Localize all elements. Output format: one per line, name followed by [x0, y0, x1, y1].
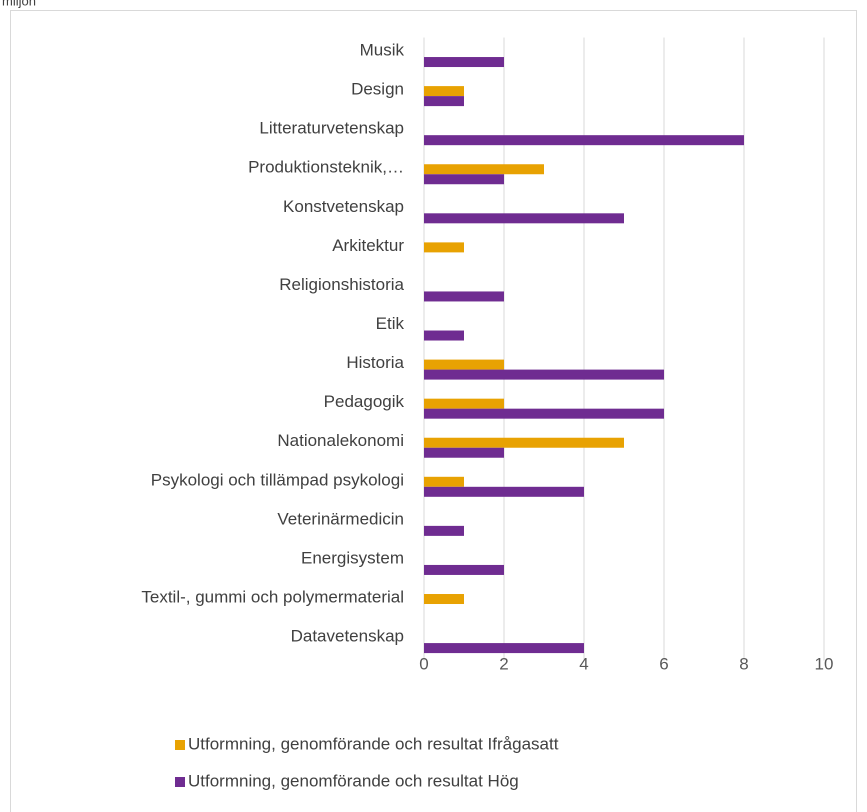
y-tick-label: Religionshistoria	[279, 275, 404, 294]
x-tick-label: 8	[739, 654, 748, 673]
bar	[424, 398, 504, 409]
bar	[424, 242, 464, 253]
bar	[424, 476, 464, 487]
bar	[424, 437, 624, 448]
y-tick-label: Produktionsteknik,…	[248, 158, 404, 177]
bar	[424, 174, 504, 185]
x-tick-label: 0	[419, 654, 428, 673]
y-tick-label: Psykologi och tillämpad psykologi	[151, 470, 404, 489]
bar	[424, 408, 664, 419]
bar	[424, 564, 504, 575]
bar	[424, 135, 744, 146]
legend-swatch	[175, 740, 185, 750]
bar	[424, 213, 624, 224]
bar	[424, 643, 584, 654]
y-tick-label: Pedagogik	[324, 392, 405, 411]
legend-swatch	[175, 777, 185, 787]
chart-title: miljön	[2, 0, 36, 8]
y-tick-label: Arkitektur	[332, 236, 404, 255]
x-tick-label: 6	[659, 654, 668, 673]
y-tick-label: Historia	[346, 353, 404, 372]
bar	[424, 86, 464, 97]
bar	[424, 594, 464, 605]
y-tick-label: Textil-, gummi och polymermaterial	[141, 587, 404, 606]
x-tick-label: 2	[499, 654, 508, 673]
y-tick-label: Konstvetenskap	[283, 197, 404, 216]
legend-label: Utformning, genomförande och resultat Hö…	[188, 771, 519, 790]
bar	[424, 525, 464, 536]
bar	[424, 291, 504, 302]
y-tick-label: Energisystem	[301, 548, 404, 567]
bar	[424, 486, 584, 497]
y-tick-label: Design	[351, 80, 404, 99]
bar	[424, 359, 504, 370]
y-tick-label: Nationalekonomi	[277, 431, 404, 450]
x-tick-label: 10	[815, 654, 834, 673]
bar	[424, 369, 664, 380]
y-tick-label: Datavetenskap	[291, 627, 404, 646]
legend-label: Utformning, genomförande och resultat If…	[188, 734, 559, 753]
y-tick-label: Veterinärmedicin	[277, 509, 404, 528]
y-tick-label: Musik	[360, 41, 405, 60]
bar	[424, 330, 464, 341]
bar	[424, 164, 544, 175]
bar	[424, 447, 504, 458]
y-tick-label: Litteraturvetenskap	[259, 119, 404, 138]
bar	[424, 96, 464, 107]
y-tick-label: Etik	[376, 314, 405, 333]
bar	[424, 57, 504, 68]
x-tick-label: 4	[579, 654, 588, 673]
